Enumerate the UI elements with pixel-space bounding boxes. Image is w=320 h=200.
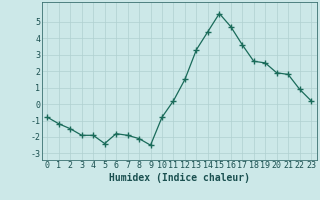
X-axis label: Humidex (Indice chaleur): Humidex (Indice chaleur) — [109, 173, 250, 183]
